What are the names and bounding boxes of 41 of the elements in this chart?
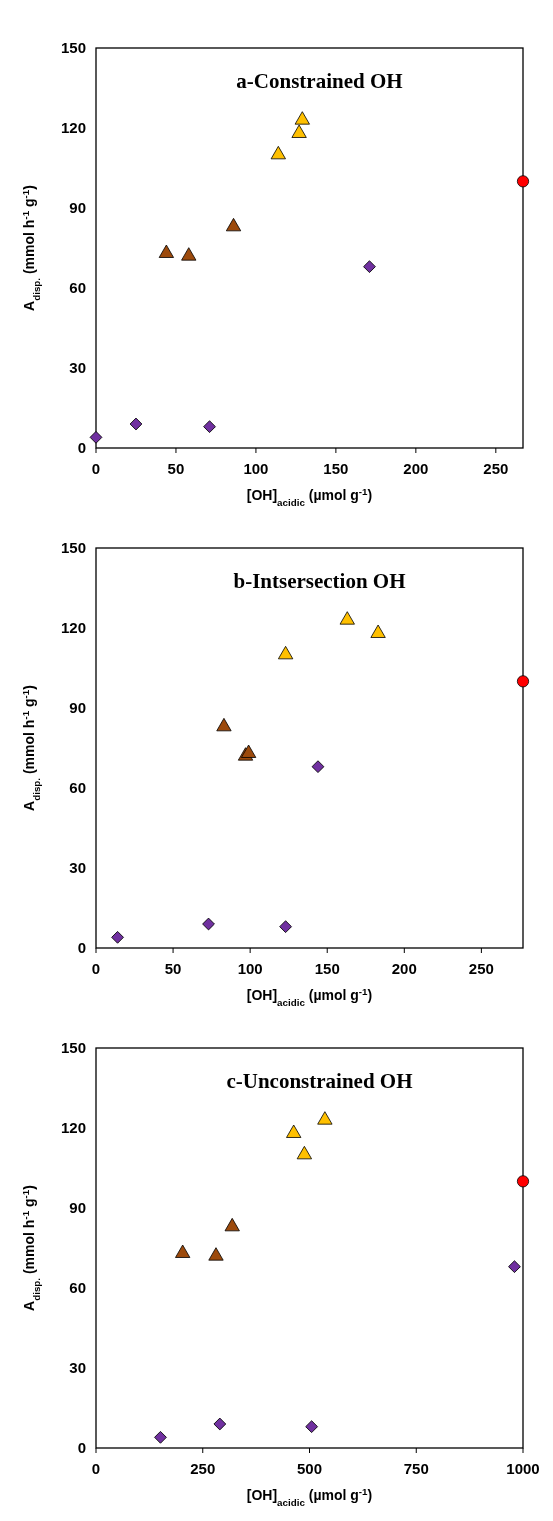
x-tick-label: 200: [403, 460, 429, 477]
y-tick-label: 90: [69, 199, 86, 217]
x-tick-label: 1000: [506, 1460, 540, 1477]
x-tick-label: 0: [91, 460, 101, 477]
x-tick-label: 500: [296, 1460, 323, 1477]
y-tick-label: 0: [77, 439, 86, 457]
x-tick-label: 200: [391, 960, 417, 977]
x-tick-label: 250: [468, 960, 494, 977]
x-tick-label: 0: [91, 960, 101, 977]
y-tick-label: 150: [60, 539, 86, 557]
y-tick-label: 150: [60, 1039, 86, 1057]
y-tick-label: 60: [69, 779, 86, 797]
y-tick-label: 90: [69, 1199, 86, 1217]
y-tick-label: 30: [69, 359, 86, 377]
x-tick-label: 100: [237, 960, 263, 977]
x-axis-title: [OH]$_{acidic}$ (µmol g$^{-1}$): [246, 985, 373, 1008]
text: a-Constrained OH: [236, 69, 403, 93]
x-axis-title: [OH]$_{acidic}$ (µmol g$^{-1}$): [246, 1485, 373, 1508]
x-tick-label: 150: [314, 960, 340, 977]
y-tick-label: 60: [69, 1279, 86, 1297]
y-tick-label: 120: [60, 1119, 86, 1137]
text: c-Unconstrained OH: [226, 1069, 413, 1093]
x-tick-label: 250: [483, 460, 509, 477]
x-tick-label: 50: [164, 960, 182, 977]
y-tick-label: 0: [77, 939, 86, 957]
x-tick-label: 250: [190, 1460, 216, 1477]
y-tick-label: 30: [69, 1359, 86, 1377]
x-tick-label: 150: [323, 460, 349, 477]
y-tick-label: 90: [69, 699, 86, 717]
y-tick-label: 120: [60, 619, 86, 637]
x-tick-label: 50: [167, 460, 185, 477]
text: b-Intsersection OH: [233, 569, 406, 593]
x-axis-title: [OH]$_{acidic}$ (µmol g$^{-1}$): [246, 485, 373, 508]
y-tick-label: 0: [77, 1439, 86, 1457]
y-tick-label: 120: [60, 119, 86, 137]
x-tick-label: 100: [243, 460, 269, 477]
y-tick-label: 60: [69, 279, 86, 297]
y-tick-label: 30: [69, 859, 86, 877]
x-tick-label: 0: [91, 1460, 101, 1477]
y-tick-label: 150: [60, 39, 86, 57]
x-tick-label: 750: [403, 1460, 429, 1477]
